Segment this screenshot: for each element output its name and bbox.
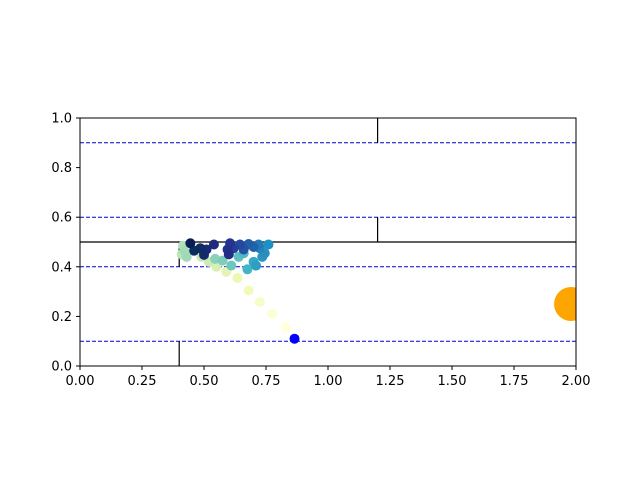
trail-point-39 (185, 238, 196, 249)
trail-point-6 (211, 261, 222, 272)
trail-point-4 (232, 272, 243, 283)
x-tick-label-8: 2.00 (562, 374, 591, 389)
x-tick-label-4: 1.00 (314, 374, 343, 389)
agent-point (289, 333, 300, 344)
trail-point-33 (223, 249, 234, 260)
x-tick-label-2: 0.50 (190, 374, 219, 389)
y-tick-label-4: 0.8 (51, 161, 72, 176)
plot-area (80, 118, 576, 366)
axes: 0.00 0.25 0.50 0.75 1.00 1.25 1.50 1.75 2.00 0.0 0… (51, 112, 590, 390)
y-tick-label-0: 0.0 (51, 360, 72, 375)
trail-point-38 (189, 245, 200, 256)
trail-point-12 (181, 251, 192, 262)
trail-point-1 (267, 308, 278, 319)
trail-point-14 (217, 255, 228, 266)
x-tick-label-1: 0.25 (128, 374, 157, 389)
target-point (554, 287, 576, 321)
trail-point-20 (251, 260, 262, 271)
trail-point-3 (243, 285, 254, 296)
plot-content (80, 118, 576, 366)
trail-point-15 (226, 260, 237, 271)
y-tick-label-2: 0.4 (51, 260, 72, 275)
trail-point-18 (242, 264, 253, 275)
x-tick-label-6: 1.50 (438, 374, 467, 389)
y-tick-label-3: 0.6 (51, 211, 72, 226)
trail-point-2 (254, 297, 265, 308)
trail-point-0 (280, 322, 291, 333)
y-tick-label-1: 0.2 (51, 310, 72, 325)
x-tick-label-0: 0.00 (66, 374, 95, 389)
trail-point-34 (208, 239, 219, 250)
y-tick-label-5: 1.0 (51, 112, 72, 127)
trail-point-23 (263, 239, 274, 250)
x-tick-label-3: 0.75 (252, 374, 281, 389)
x-tick-label-7: 1.75 (500, 374, 529, 389)
x-tick-label-5: 1.25 (376, 374, 405, 389)
